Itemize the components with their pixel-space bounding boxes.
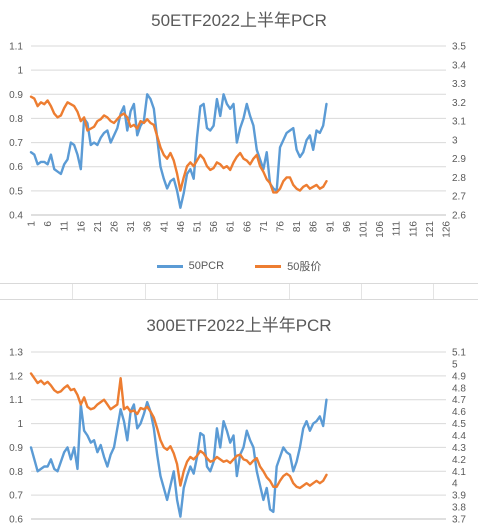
y-tick-label-right: 4.2 [452, 455, 466, 466]
y-tick-label-left: 0.4 [9, 211, 23, 222]
x-tick-label: 101 [359, 221, 370, 238]
series-line-2 [29, 95, 328, 194]
y-tick-label-right: 4.9 [452, 371, 466, 382]
x-tick-label: 16 [76, 221, 87, 233]
y-tick-label-left: 0.9 [9, 443, 23, 454]
series-line-1 [29, 93, 328, 209]
y-tick-label-right: 4.1 [452, 467, 466, 478]
y-tick-label-right: 3.9 [452, 491, 466, 502]
y-tick-label-right: 4.7 [452, 395, 466, 406]
x-tick-label: 81 [292, 221, 303, 233]
x-tick-label: 116 [408, 221, 419, 237]
y-tick-label-right: 3.1 [452, 117, 466, 128]
legend-label: 50PCR [188, 260, 225, 272]
chart-legend: 50PCR 50股价 [0, 258, 478, 274]
x-tick-label: 21 [93, 221, 104, 233]
series-line-2 [29, 372, 328, 490]
legend-item-series-2: 50股价 [255, 258, 321, 274]
sheet-grid-band [0, 283, 478, 300]
y-tick-label-right: 5.1 [452, 348, 466, 359]
y-tick-label-left: 0.8 [9, 114, 23, 125]
y-tick-label-right: 2.7 [452, 192, 466, 203]
sheet-gridline [289, 284, 290, 299]
x-tick-label: 126 [442, 221, 453, 238]
x-tick-label: 11 [60, 221, 71, 232]
chart-panel-300etf: 300ETF2022上半年PCR 0.6 0.7 0.8 0.9 1 1.1 1.2 1.3 3… [0, 300, 478, 530]
x-tick-label: 51 [193, 221, 204, 233]
y-tick-label-left: 1 [17, 419, 23, 430]
legend-swatch-blue [156, 264, 183, 268]
y-tick-label-left: 0.8 [9, 467, 23, 478]
y-tick-label-right: 3 [452, 135, 458, 146]
y-tick-label-right: 3.4 [452, 60, 466, 71]
x-tick-label: 121 [425, 221, 436, 238]
y-tick-label-right: 4.6 [452, 407, 466, 418]
x-tick-label: 46 [176, 221, 187, 233]
y-tick-label-left: 1.1 [9, 42, 23, 53]
y-tick-label-right: 2.8 [452, 173, 466, 184]
y-tick-label-right: 4.3 [452, 443, 466, 454]
x-tick-label: 66 [242, 221, 253, 233]
y-tick-label-left: 1.2 [9, 371, 23, 382]
y-tick-label-left: 0.7 [9, 491, 23, 502]
y-tick-label-right: 5 [452, 359, 458, 370]
legend-label: 50股价 [287, 261, 322, 273]
y-tick-label-right: 3.5 [452, 42, 466, 53]
legend-swatch-orange [255, 264, 282, 268]
x-tick-label: 36 [143, 221, 154, 233]
x-tick-label: 31 [126, 221, 137, 233]
x-tick-label: 71 [259, 221, 270, 233]
sheet-gridline [145, 284, 146, 299]
series-line-1 [29, 398, 328, 518]
x-tick-label: 96 [342, 221, 353, 233]
y-tick-label-right: 4.4 [452, 431, 466, 442]
y-tick-label-left: 0.9 [9, 90, 23, 101]
x-tick-label: 41 [159, 221, 170, 233]
x-tick-label: 1 [27, 221, 38, 227]
legend-item-series-1: 50PCR [156, 260, 225, 272]
y-tick-label-right: 2.9 [452, 154, 466, 165]
y-tick-label-right: 3.2 [452, 98, 466, 109]
y-tick-label-right: 2.6 [452, 211, 466, 222]
sheet-gridline [217, 284, 218, 299]
x-tick-label: 76 [276, 221, 287, 233]
x-tick-label: 91 [325, 221, 336, 233]
y-tick-label-left: 0.7 [9, 138, 23, 149]
y-tick-label-left: 0.5 [9, 186, 23, 197]
sheet-gridline [361, 284, 362, 299]
y-tick-label-left: 1 [17, 66, 23, 77]
x-tick-label: 106 [375, 221, 386, 238]
y-tick-label-right: 4.8 [452, 383, 466, 394]
y-tick-label-right: 3.8 [452, 503, 466, 514]
chart-title: 50ETF2022上半年PCR [151, 11, 327, 30]
x-tick-label: 56 [209, 221, 220, 233]
y-tick-label-right: 4 [452, 479, 458, 490]
sheet-gridline [433, 284, 434, 299]
x-tick-label: 6 [43, 221, 54, 227]
y-tick-label-right: 3.3 [452, 79, 466, 90]
y-tick-label-right: 3.7 [452, 515, 466, 526]
x-tick-label: 86 [309, 221, 320, 233]
x-tick-label: 26 [110, 221, 121, 233]
chart-plot-300etf: 0.60.70.80.911.11.21.33.73.83.944.14.24.… [9, 348, 466, 526]
y-tick-label-left: 1.3 [9, 348, 23, 359]
chart-title: 300ETF2022上半年PCR [146, 316, 332, 335]
y-tick-label-right: 4.5 [452, 419, 466, 430]
y-tick-label-left: 0.6 [9, 515, 23, 526]
chart-panel-50etf: 50ETF2022上半年PCR 0.4 0.5 0.6 0.7 0.8 0.9 1 1.1 2.… [0, 11, 478, 274]
sheet-gridline [72, 284, 73, 299]
x-tick-label: 61 [226, 221, 237, 233]
chart-plot-50etf: 0.4 0.5 0.6 0.7 0.8 0.9 1 1.1 2.6 2.7 2.8 2.9 3 3.1 3.… [9, 42, 466, 238]
y-tick-label-left: 1.1 [9, 395, 23, 406]
x-tick-label: 111 [392, 221, 403, 237]
y-tick-label-left: 0.6 [9, 162, 23, 173]
